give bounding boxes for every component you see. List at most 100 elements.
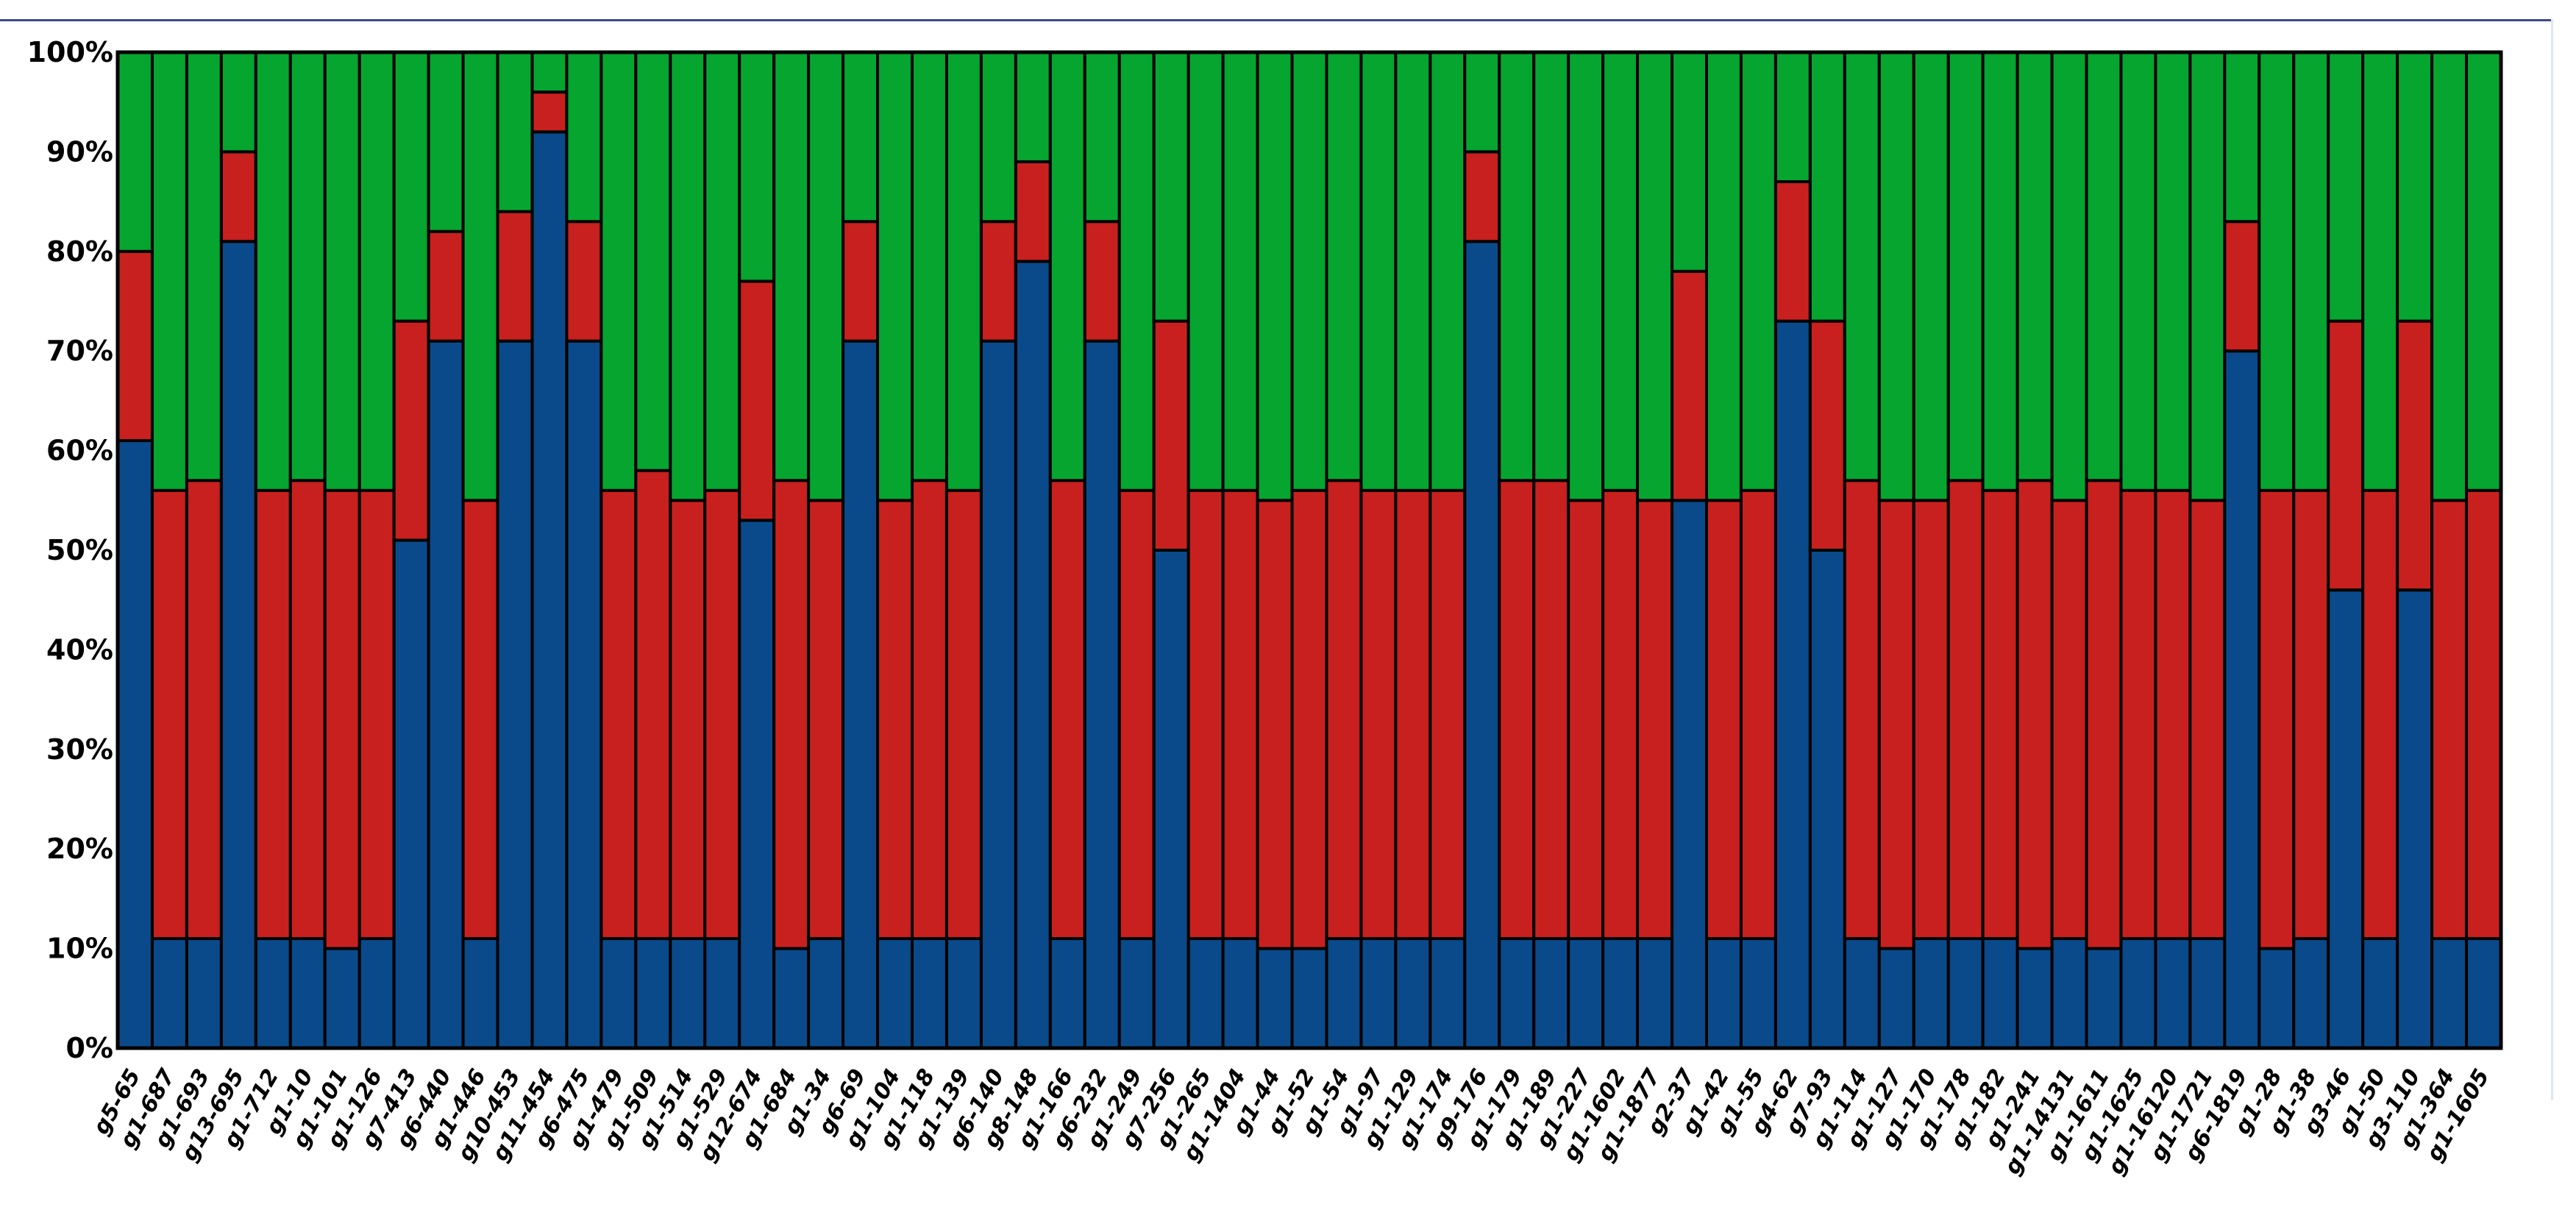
bar-segment-series3-g1-178 [1946, 51, 1985, 483]
bar-segment-series2-g10-453 [496, 210, 534, 343]
bar-segment-series2-g1-42 [1705, 499, 1743, 941]
bar-segment-series3-g7-93 [1808, 51, 1846, 323]
bar-segment-series1-g1-42 [1705, 937, 1743, 1050]
bar-segment-series1-g1-529 [703, 937, 741, 1050]
bar-segment-series1-g13-695 [219, 240, 257, 1050]
bar-segment-series3-g1-44 [1256, 51, 1294, 502]
bar-segment-series3-g7-413 [392, 51, 430, 323]
bar-segment-series1-g6-475 [565, 339, 603, 1050]
bar-segment-series1-g1-182 [1981, 937, 2019, 1050]
bar-segment-series2-g7-413 [392, 319, 430, 542]
x-axis: g5-65g1-687g1-693g13-695g1-712g1-10g1-10… [88, 1064, 2495, 1178]
bar-segment-series1-g1-54 [1325, 937, 1363, 1050]
y-tick-label: 70% [46, 335, 113, 367]
bar-segment-series2-g1-28 [2257, 488, 2296, 950]
bar-segment-series3-g1-227 [1567, 51, 1605, 502]
bar-segment-series1-g3-46 [2327, 588, 2365, 1050]
bar-segment-series1-g1-693 [185, 937, 223, 1050]
bar-segment-series3-g1-166 [1048, 51, 1086, 483]
bar-segment-series2-g1-55 [1739, 488, 1777, 941]
bar-segment-series3-g1-1721 [2188, 51, 2227, 502]
bar-segment-series2-g1-712 [254, 488, 292, 941]
bar-segment-series1-g1-114 [1843, 937, 1881, 1050]
bar-segment-series2-g6-232 [1083, 220, 1121, 343]
bar-segment-series1-g1-189 [1532, 937, 1570, 1050]
bar-segment-series3-g1-241 [2015, 51, 2054, 483]
bar-segment-series3-g1-114 [1843, 51, 1881, 483]
bar-segment-series1-g1-265 [1186, 937, 1225, 1050]
right-border-line [2551, 19, 2553, 1100]
bar-segment-series2-g1-189 [1532, 479, 1570, 941]
bar-segment-series2-g2-37 [1671, 269, 1708, 502]
y-tick-label: 50% [46, 534, 113, 566]
bar-segment-series2-g1-684 [772, 479, 811, 950]
bar-segment-series1-g1-687 [150, 937, 188, 1050]
bar-segment-series3-g1-182 [1981, 51, 2019, 492]
bar-segment-series3-g8-148 [1014, 51, 1052, 163]
bar-segment-series2-g6-69 [842, 220, 880, 343]
bar-segment-series2-g1-38 [2292, 488, 2330, 941]
bar-segment-series2-g1-139 [944, 488, 983, 941]
bar-segment-series2-g5-65 [116, 249, 154, 443]
bar-segment-series3-g1-42 [1705, 51, 1743, 502]
bar-segment-series2-g1-687 [150, 488, 188, 941]
bar-segment-series2-g8-148 [1014, 160, 1052, 263]
bar-segment-series2-g1-364 [2430, 499, 2469, 941]
bar-segment-series1-g1-514 [669, 937, 707, 1050]
bar-segment-series3-g6-1819 [2223, 51, 2261, 224]
bar-segment-series1-g9-176 [1463, 240, 1501, 1050]
bar-segment-series1-g1-166 [1048, 937, 1086, 1050]
bar-segment-series2-g1-1602 [1601, 488, 1640, 941]
bar-segment-series3-g1-174 [1428, 51, 1467, 492]
bar-segment-series2-g1-1721 [2188, 499, 2227, 941]
y-tick-label: 0% [65, 1032, 113, 1064]
bar-segment-series2-g3-110 [2396, 319, 2434, 592]
bar-segment-series3-g1-684 [772, 51, 811, 483]
bar-segment-series2-g1-44 [1256, 499, 1294, 950]
bar-segment-series3-g1-189 [1532, 51, 1570, 483]
bar-segment-series3-g1-97 [1359, 51, 1398, 492]
bar-segment-series3-g9-176 [1463, 51, 1501, 154]
bar-segment-series1-g6-440 [427, 339, 465, 1050]
bar-segment-series1-g1-684 [772, 947, 811, 1050]
bar-segment-series3-g1-50 [2361, 51, 2399, 492]
y-tick-label: 80% [46, 235, 113, 268]
bar-segment-series2-g1-34 [807, 499, 845, 941]
y-axis: 0% 10% 20% 30% 40% 50% 60% 70% 80% 90% 100% [27, 36, 113, 1064]
bar-segment-series2-g1-446 [461, 499, 499, 941]
bar-segment-series3-g6-475 [565, 51, 603, 224]
bar-segment-series3-g1-514 [669, 51, 707, 502]
bar-segment-series2-g6-140 [979, 220, 1017, 343]
bar-segment-series1-g1-712 [254, 937, 292, 1050]
bar-segment-series3-g1-687 [150, 51, 188, 492]
bar-segment-series2-g1-16120 [2154, 488, 2192, 941]
plot-frame [115, 50, 2503, 1050]
bar-segment-series3-g1-265 [1186, 51, 1225, 492]
bar-segment-series3-g1-1877 [1636, 51, 1674, 502]
bar-segment-series3-g4-62 [1773, 51, 1812, 184]
bar-segment-series1-g1-55 [1739, 937, 1777, 1050]
bar-segment-series2-g1-126 [357, 488, 396, 941]
bar-segment-series2-g1-249 [1117, 488, 1156, 941]
bar-segment-series2-g11-454 [530, 90, 569, 134]
bar-segment-series3-g1-712 [254, 51, 292, 492]
bar-segment-series2-g1-1625 [2119, 488, 2157, 941]
y-tick-label: 100% [27, 36, 113, 68]
y-tick-label: 20% [46, 833, 113, 865]
bar-segment-series1-g1-446 [461, 937, 499, 1050]
bar-segment-series3-g1-479 [599, 51, 638, 492]
bar-segment-series2-g1-129 [1394, 488, 1432, 941]
bar-segment-series3-g1-104 [876, 51, 914, 502]
bar-segment-series2-g3-46 [2327, 319, 2365, 592]
bar-segment-series2-g1-52 [1290, 488, 1328, 950]
bar-segment-series1-g1-179 [1498, 937, 1536, 1050]
bar-segment-series1-g1-38 [2292, 937, 2330, 1050]
bar-segment-series1-g6-232 [1083, 339, 1121, 1050]
bar-segment-series1-g1-139 [944, 937, 983, 1050]
bar-segment-series3-g1-101 [323, 51, 361, 492]
bar-segment-series1-g1-34 [807, 937, 845, 1050]
bar-segment-series2-g6-1819 [2223, 220, 2261, 353]
bar-segment-series1-g1-50 [2361, 937, 2399, 1050]
y-tick-label: 40% [46, 633, 113, 666]
